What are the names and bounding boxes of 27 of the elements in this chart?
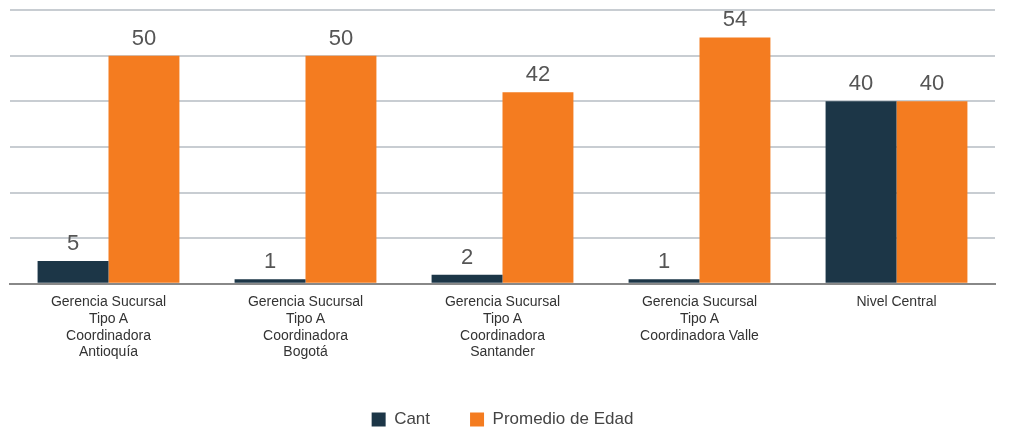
x-tick-label: Gerencia Sucursal Tipo A Coordinadora Valle bbox=[640, 293, 760, 343]
bar bbox=[108, 55, 180, 283]
x-tick-label: Nivel Central bbox=[856, 293, 937, 310]
bar bbox=[896, 101, 968, 283]
data-label: 1 bbox=[657, 248, 671, 274]
data-label: 1 bbox=[263, 248, 277, 274]
data-label: 54 bbox=[722, 6, 748, 32]
data-label: 40 bbox=[848, 70, 874, 96]
data-label: 5 bbox=[66, 230, 80, 256]
data-label: 50 bbox=[131, 24, 157, 50]
bar bbox=[37, 260, 109, 283]
x-tick-label: Gerencia Sucursal Tipo A Coordinadora Antioquía bbox=[50, 293, 167, 360]
data-label: 40 bbox=[919, 70, 945, 96]
data-label: 42 bbox=[525, 61, 551, 87]
bar bbox=[234, 279, 306, 283]
bar bbox=[825, 101, 897, 283]
data-label: 2 bbox=[460, 243, 474, 269]
data-label: 50 bbox=[328, 24, 354, 50]
bar bbox=[699, 37, 771, 283]
bar bbox=[431, 274, 503, 283]
bar bbox=[305, 55, 377, 283]
x-tick-label: Gerencia Sucursal Tipo A Coordinadora Bogotá bbox=[247, 293, 364, 360]
x-tick-label: Gerencia Sucursal Tipo A Coordinadora Santander bbox=[444, 293, 561, 360]
legend-label: Promedio de Edad bbox=[492, 409, 634, 429]
bar bbox=[628, 279, 700, 283]
bar bbox=[502, 92, 574, 283]
legend-label: Cant bbox=[394, 409, 431, 429]
